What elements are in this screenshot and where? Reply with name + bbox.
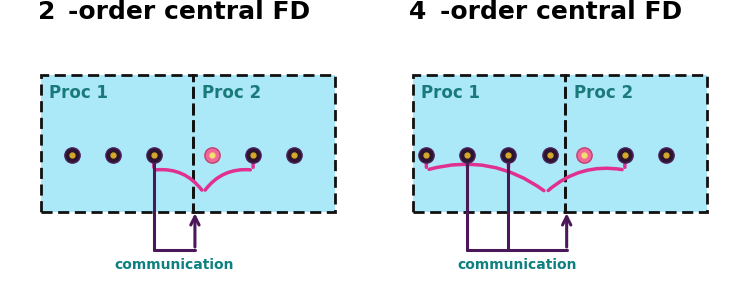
Text: Proc 2: Proc 2 bbox=[202, 84, 261, 102]
Text: 4: 4 bbox=[409, 0, 427, 24]
Text: communication: communication bbox=[457, 258, 577, 272]
Bar bbox=[412, 75, 565, 212]
Text: Proc 1: Proc 1 bbox=[421, 84, 480, 102]
Text: nd: nd bbox=[54, 0, 76, 3]
Bar bbox=[41, 75, 193, 212]
Text: Proc 2: Proc 2 bbox=[574, 84, 632, 102]
Text: -order central FD: -order central FD bbox=[68, 0, 310, 24]
Bar bbox=[565, 75, 707, 212]
Bar bbox=[565, 75, 707, 212]
Bar bbox=[41, 75, 193, 212]
Bar bbox=[193, 75, 335, 212]
Bar bbox=[412, 75, 565, 212]
Text: 2: 2 bbox=[38, 0, 55, 24]
Text: th: th bbox=[426, 0, 445, 3]
Text: Proc 1: Proc 1 bbox=[50, 84, 108, 102]
Text: -order central FD: -order central FD bbox=[440, 0, 682, 24]
Text: communication: communication bbox=[115, 258, 234, 272]
Bar bbox=[193, 75, 335, 212]
